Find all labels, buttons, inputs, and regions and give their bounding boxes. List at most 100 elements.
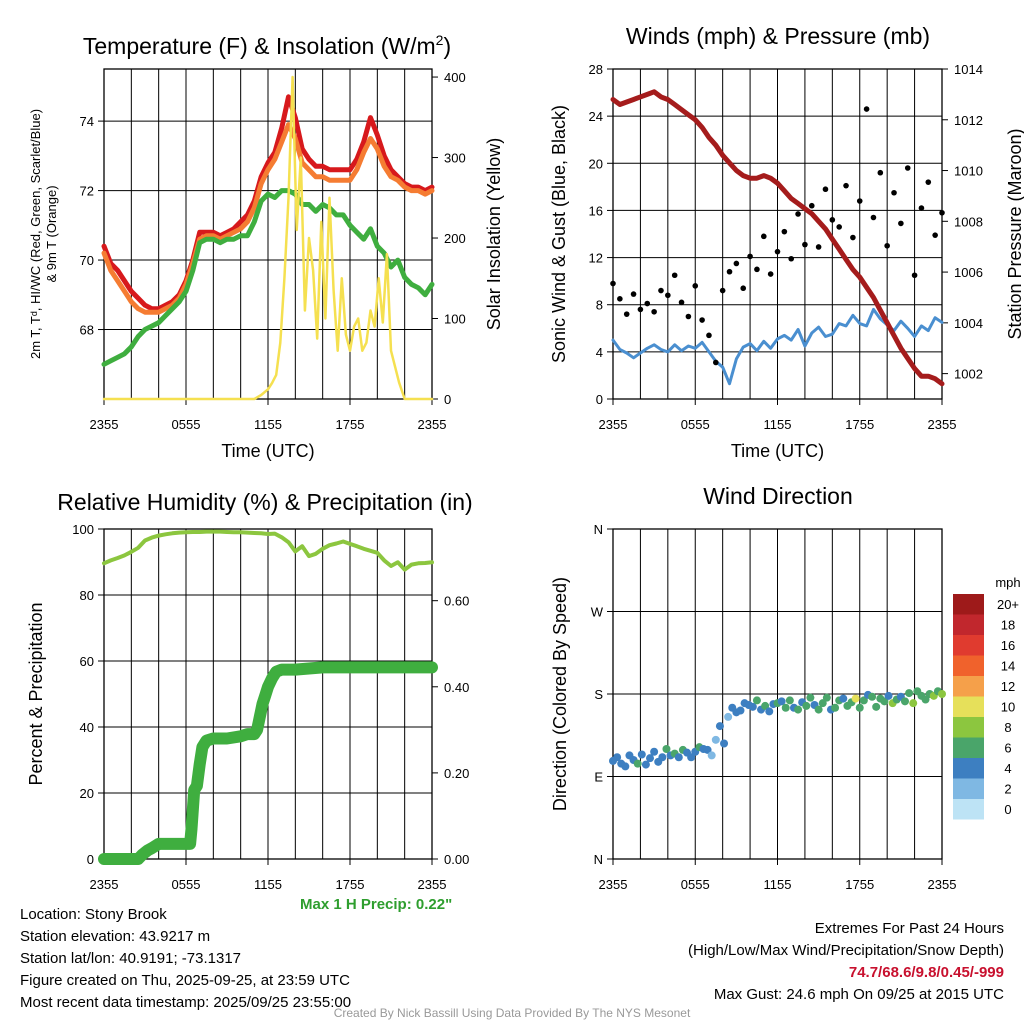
direction-point — [752, 696, 761, 705]
y-tick-label: 12 — [589, 251, 603, 266]
gust-point — [658, 287, 664, 294]
colorbar-label: 18 — [1001, 618, 1015, 633]
series-line — [101, 122, 435, 315]
direction-point — [658, 753, 667, 762]
gust-point — [884, 242, 890, 249]
gust-point — [918, 205, 925, 211]
y2-tick-label: 200 — [444, 231, 466, 246]
chart-title: Winds (mph) & Pressure (mb) — [626, 23, 930, 49]
gust-point — [788, 255, 795, 262]
direction-point — [851, 694, 860, 703]
direction-point — [822, 693, 831, 702]
x-tick-label: 2355 — [928, 417, 957, 432]
chart-title-main: Temperature (F) & Insolation (W/m — [83, 33, 436, 59]
colorbar-swatch — [953, 696, 984, 717]
y-tick-label: 16 — [589, 203, 603, 218]
gust-point — [850, 234, 856, 241]
y2-tick-label: 1014 — [954, 62, 983, 77]
direction-point — [884, 691, 893, 700]
series-line — [610, 89, 945, 387]
x-tick-label: 1155 — [254, 417, 282, 432]
latlon-text: Station lat/lon: 40.9191; -73.1317 — [20, 950, 242, 967]
direction-point — [715, 722, 724, 731]
y2-tick-label: 1002 — [954, 367, 983, 382]
y-axis-label-line1: 2m T, Tᵈ, HI/WC (Red, Green, Scarlet/Blu… — [28, 109, 43, 359]
y-axis-label-line2: & 9m T (Orange) — [44, 185, 59, 282]
x-tick-label: 1155 — [254, 877, 282, 892]
x-tick-label: 1155 — [764, 417, 792, 432]
gust-point — [685, 313, 692, 320]
y-tick-label: 70 — [80, 253, 94, 268]
direction-point — [872, 702, 881, 711]
y2-tick-label: 0.00 — [444, 852, 469, 867]
gust-point — [829, 217, 836, 223]
x-tick-label: 2355 — [90, 417, 119, 432]
direction-point — [646, 754, 655, 763]
direction-point — [641, 760, 650, 769]
colorbar-label: 14 — [1001, 659, 1015, 674]
x-tick-label: 2355 — [90, 877, 119, 892]
y-tick-label: 60 — [80, 654, 94, 669]
gust-point — [706, 332, 712, 339]
direction-point — [613, 753, 622, 762]
created-text: Figure created on Thu, 2025-09-25, at 23… — [20, 972, 350, 989]
y-tick-label: 40 — [80, 720, 94, 735]
gust-point — [651, 308, 657, 315]
gust-point — [891, 189, 897, 196]
direction-point — [765, 707, 774, 716]
x-tick-label: 2355 — [418, 877, 447, 892]
direction-point — [703, 745, 712, 754]
x-tick-label: 1755 — [845, 417, 874, 432]
gust-point — [726, 268, 733, 275]
gust-point — [671, 272, 678, 279]
extremes-values: 74.7/68.6/9.8/0.45/-999 — [848, 964, 1004, 981]
direction-point — [711, 735, 720, 744]
gust-point — [610, 280, 616, 287]
direction-point — [938, 690, 946, 698]
direction-point — [900, 697, 909, 706]
y2-tick-label: 1008 — [954, 214, 983, 229]
gust-point — [870, 214, 877, 221]
colorbar-unit: mph — [995, 575, 1020, 590]
extremes-title: Extremes For Past 24 Hours — [814, 920, 1004, 937]
y2-tick-label: 1004 — [954, 316, 983, 331]
gust-point — [904, 165, 911, 171]
colorbar-swatch — [953, 737, 984, 758]
station-info: Location: Stony Brook Station elevation:… — [20, 904, 351, 1014]
direction-point — [880, 697, 889, 706]
winds-pressure-panel: Winds (mph) & Pressure (mb) 0 4 8 12 16 20 24 28… — [549, 23, 1024, 461]
colorbar-swatch — [953, 717, 984, 738]
y-tick-label: 74 — [80, 114, 94, 129]
colorbar-label: 0 — [1004, 802, 1011, 817]
y-tick-label: 0 — [87, 852, 94, 867]
gust-point — [836, 224, 842, 230]
colorbar-label: 2 — [1004, 782, 1011, 797]
direction-point — [921, 695, 930, 704]
chart-title-close: ) — [443, 33, 451, 59]
gust-point — [781, 228, 788, 235]
direction-point — [650, 747, 659, 756]
y2-tick-label: 0.40 — [444, 680, 469, 695]
direction-point — [839, 694, 848, 703]
colorbar-swatch — [953, 635, 984, 656]
series-line — [98, 661, 438, 865]
direction-point — [724, 712, 733, 721]
chart-title: Relative Humidity (%) & Precipitation (i… — [57, 489, 472, 515]
direction-point — [621, 762, 630, 771]
gust-point — [740, 285, 747, 292]
direction-point — [855, 703, 864, 712]
max-precip-label: Max 1 H Precip: 0.22" — [300, 896, 453, 913]
gust-point — [843, 182, 849, 189]
direction-point — [806, 693, 815, 702]
gust-point — [815, 244, 822, 250]
direction-point — [633, 759, 642, 768]
gust-point — [760, 233, 767, 240]
x-axis-label: Time (UTC) — [731, 441, 824, 461]
gust-point — [754, 266, 760, 273]
direction-point — [818, 699, 827, 708]
direction-point — [637, 750, 646, 759]
max-gust-text: Max Gust: 24.6 mph On 09/25 at 2015 UTC — [713, 986, 1004, 1003]
gust-point — [747, 253, 753, 260]
y-tick-label: 20 — [80, 786, 94, 801]
